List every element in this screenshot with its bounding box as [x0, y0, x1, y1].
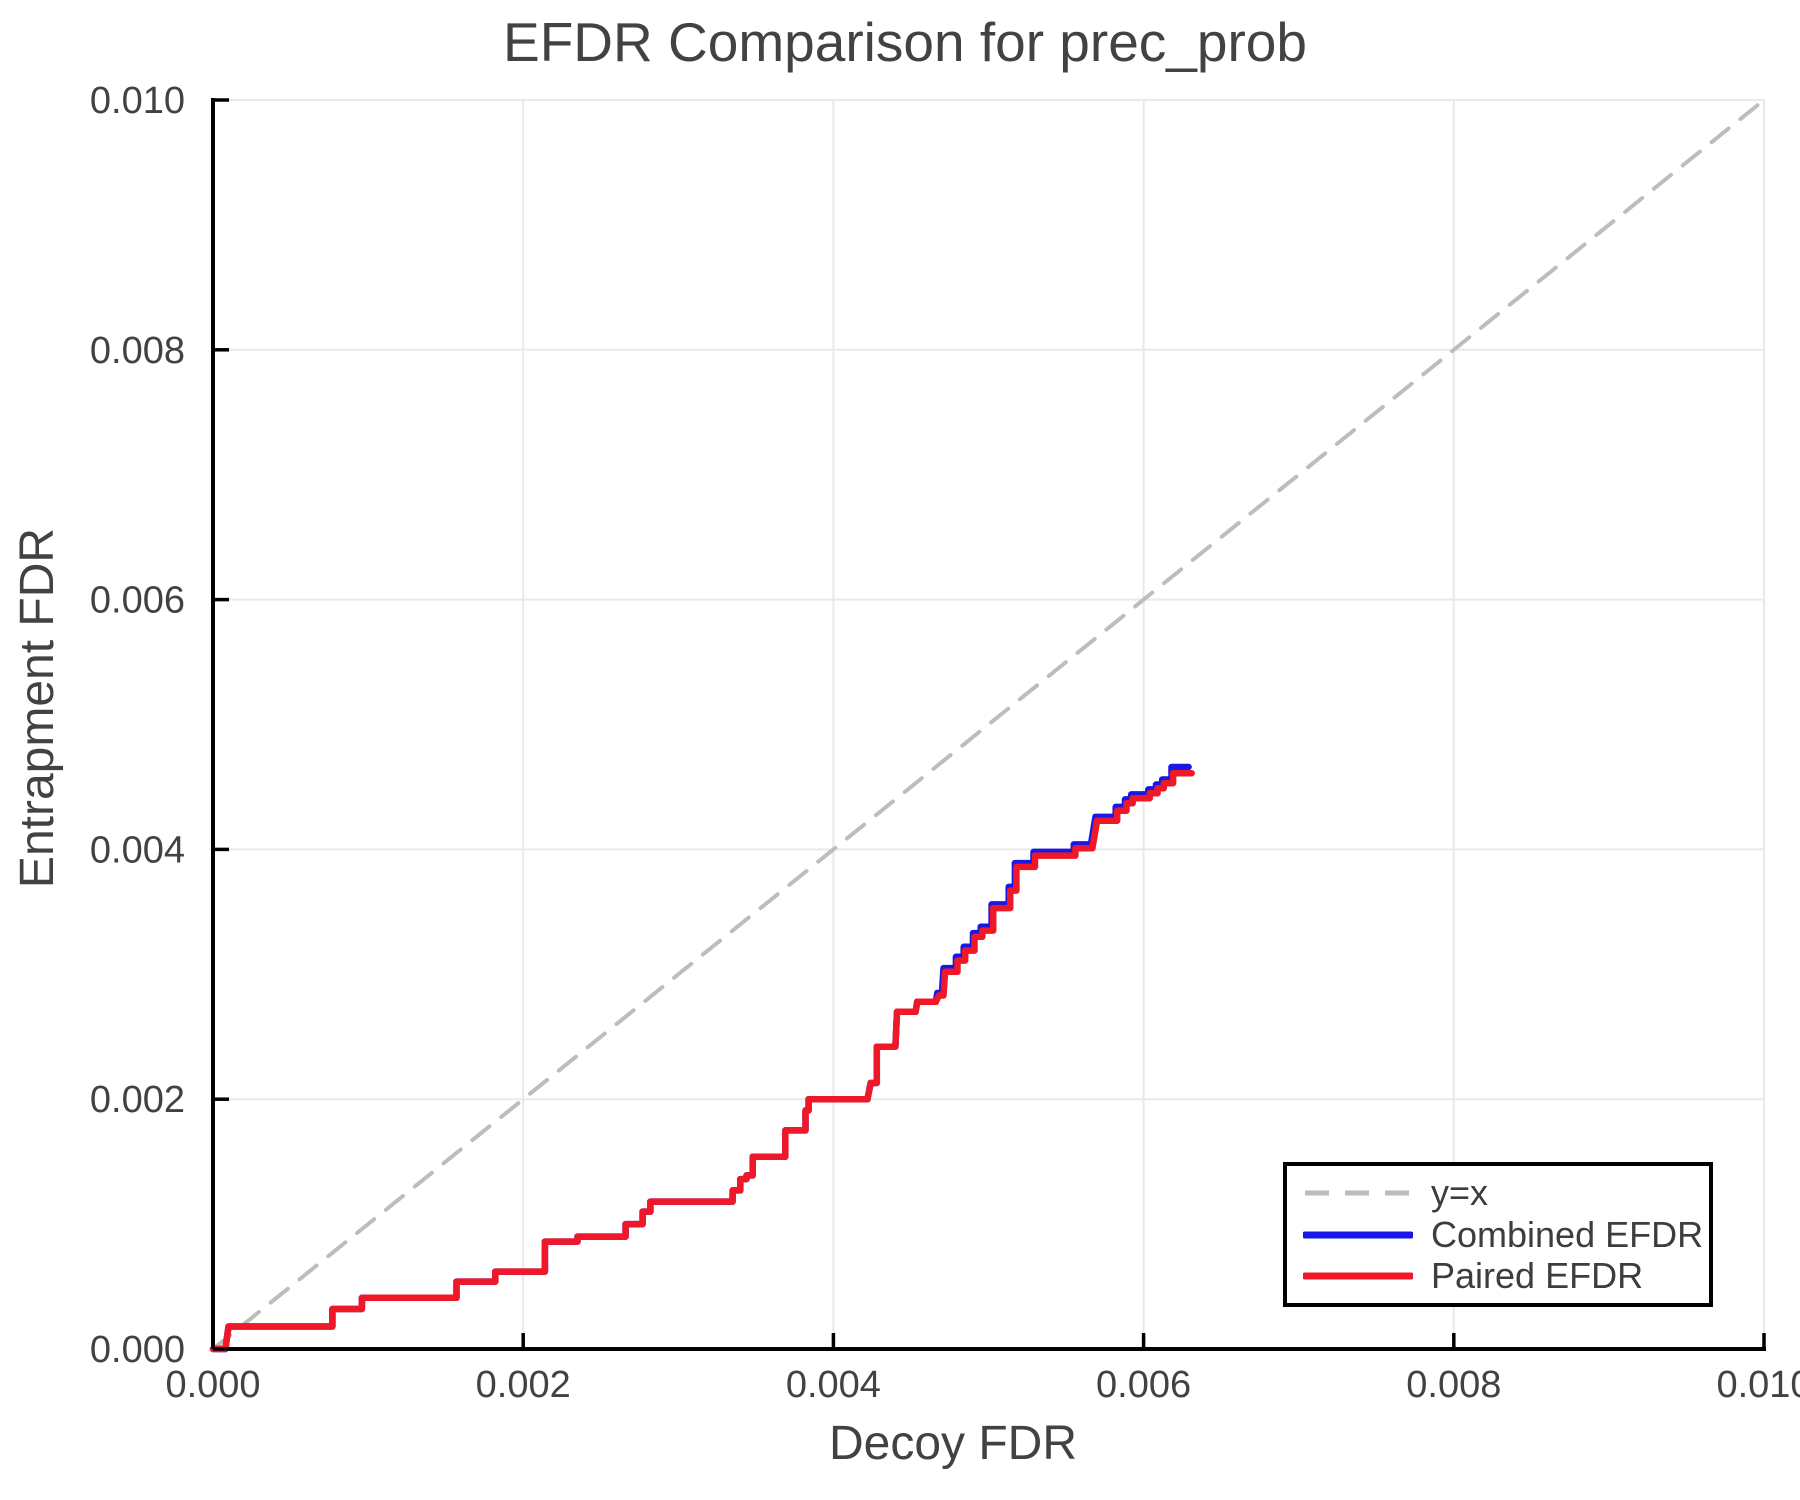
y-tick-label: 0.010 [90, 80, 185, 122]
legend-item-paired-efdr: Paired EFDR [1303, 1257, 1703, 1295]
legend-label-paired-efdr: Paired EFDR [1431, 1255, 1644, 1297]
legend-label-combined-efdr: Combined EFDR [1431, 1213, 1704, 1255]
y-x-line [211, 98, 1766, 1351]
x-axis-title: Decoy FDR [828, 1417, 1078, 1470]
legend-box: y=x Combined EFDR Paired EFDR [1283, 1162, 1713, 1307]
legend-blue-line-swatch [1303, 1231, 1413, 1238]
x-tick-label: 0.010 [1716, 1364, 1800, 1406]
legend-red-line-swatch [1303, 1272, 1413, 1280]
x-tick-label: 0.008 [1406, 1364, 1501, 1406]
y-tick-label: 0.000 [90, 1329, 185, 1371]
y-tick-label: 0.008 [90, 330, 185, 372]
y-axis-title: Entrapment FDR [11, 527, 64, 889]
y-tick-label: 0.006 [90, 580, 185, 622]
legend-item-combined-efdr: Combined EFDR [1303, 1216, 1703, 1254]
x-tick-label: 0.004 [786, 1364, 881, 1406]
x-tick-label: 0.002 [476, 1364, 571, 1406]
y-tick-label: 0.004 [90, 829, 185, 871]
legend-dashed-line-swatch [1305, 1190, 1411, 1196]
legend-label-yx: y=x [1431, 1171, 1489, 1213]
x-tick-label: 0.006 [1096, 1364, 1191, 1406]
legend-item-yx: y=x [1303, 1174, 1703, 1212]
y-tick-label: 0.002 [90, 1079, 185, 1121]
chart-title: EFDR Comparison for prec_prob [503, 11, 1307, 73]
x-tick-label: 0.000 [165, 1364, 260, 1406]
paired-efdr-line [209, 769, 1195, 1353]
